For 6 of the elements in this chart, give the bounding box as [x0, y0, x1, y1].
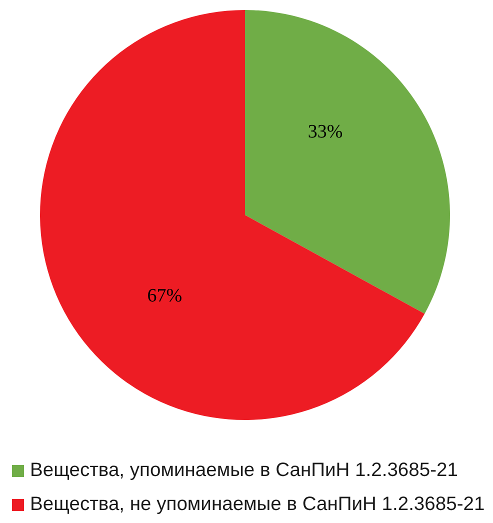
pie-slice: [245, 10, 450, 314]
legend-label: Вещества, не упоминаемые в СанПиН 1.2.3685-21: [30, 494, 485, 516]
data-label: 67%: [147, 285, 182, 306]
legend-label: Вещества, упоминаемые в СанПиН 1.2.3685-21: [30, 460, 458, 482]
data-label: 33%: [308, 121, 343, 142]
pie-slice: [40, 10, 425, 420]
